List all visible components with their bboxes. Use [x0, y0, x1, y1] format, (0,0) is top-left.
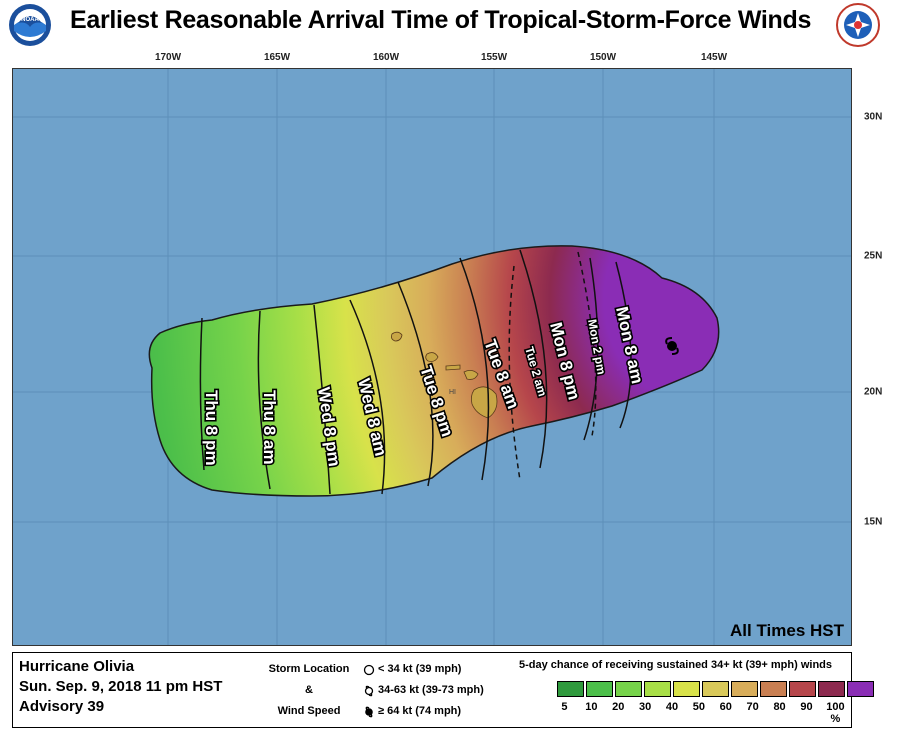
- isochrone-line: [397, 281, 434, 487]
- key-item-weak: < 34 kt (39 mph): [363, 659, 484, 680]
- color-swatch: [731, 681, 758, 697]
- hurricane-icon: [667, 341, 677, 351]
- swath-outline: [148, 245, 720, 497]
- open-circle-icon: [363, 664, 375, 675]
- island-maui: [463, 370, 479, 380]
- tick-label: 40: [665, 701, 679, 713]
- island-label: HI: [449, 389, 456, 396]
- lon-label: 155W: [480, 52, 508, 63]
- storm-symbol: [665, 337, 679, 355]
- color-swatch: [644, 681, 671, 697]
- legend: Hurricane Olivia Sun. Sep. 9, 2018 11 pm…: [12, 652, 874, 728]
- lat-label: 25N: [864, 250, 883, 262]
- key-item-label: 34-63 kt (39-73 mph): [378, 684, 484, 696]
- key-label: Storm Location: [268, 663, 350, 675]
- isochrone-line: [519, 249, 548, 469]
- hurricane-icon: [365, 706, 373, 717]
- storm-name: Hurricane Olivia: [19, 658, 135, 675]
- island-molokai: [445, 364, 461, 371]
- time-zone-note: All Times HST: [730, 621, 845, 640]
- tick-label: 100 %: [826, 701, 845, 725]
- tick-label: 20: [612, 701, 625, 713]
- map-frame-ticks: [12, 68, 852, 646]
- color-swatch: [760, 681, 787, 697]
- isochrone-lines: [199, 249, 632, 495]
- probability-colorbar: [557, 681, 876, 697]
- isochrone-line: [459, 257, 490, 481]
- tick-label: 80: [773, 701, 786, 713]
- arrival-label: Thu 8 am: [260, 390, 279, 465]
- lon-label: 165W: [263, 52, 291, 63]
- isochrone-dashed-lines: [508, 251, 597, 481]
- key-item-label: ≥ 64 kt (74 mph): [378, 705, 462, 717]
- lon-label: 145W: [700, 52, 728, 63]
- tick-label: 90: [800, 701, 813, 713]
- color-swatch: [615, 681, 642, 697]
- storm-key-items: < 34 kt (39 mph) 34-63 kt (39-73 mph) ≥ …: [363, 659, 484, 722]
- isochrone-dashed-line: [577, 251, 597, 437]
- color-swatch: [557, 681, 584, 697]
- key-label: Wind Speed: [277, 705, 341, 717]
- isochrone-line: [615, 261, 632, 429]
- color-swatch: [847, 681, 874, 697]
- color-swatch: [818, 681, 845, 697]
- key-item-hurricane: ≥ 64 kt (74 mph): [363, 701, 484, 722]
- noaa-logo-icon: NOAA: [9, 4, 51, 46]
- page-title: Earliest Reasonable Arrival Time of Trop…: [70, 6, 812, 34]
- arrival-label: Thu 8 pm: [202, 390, 221, 466]
- storm-info: Hurricane Olivia Sun. Sep. 9, 2018 11 pm…: [19, 657, 222, 717]
- key-label: &: [305, 684, 313, 696]
- color-swatch: [673, 681, 700, 697]
- tick-label: 5: [561, 701, 568, 713]
- advisory-number: Advisory 39: [19, 698, 105, 715]
- tick-label: 10: [585, 701, 598, 713]
- isochrone-line: [313, 304, 331, 495]
- tropical-storm-icon: [364, 685, 374, 696]
- tick-label: 60: [719, 701, 732, 713]
- color-swatch: [702, 681, 729, 697]
- key-item-tropical-storm: 34-63 kt (39-73 mph): [363, 680, 484, 701]
- isochrone-line: [583, 257, 599, 441]
- tick-label: 70: [746, 701, 759, 713]
- isochrone-line: [349, 299, 386, 495]
- advisory-date: Sun. Sep. 9, 2018 11 pm HST: [19, 678, 223, 695]
- probability-ticks: 5 10 20 30 40 50 60 70 80 90 100 %: [551, 701, 851, 725]
- noaa-logo-text: NOAA: [21, 17, 39, 23]
- isochrone-line: [199, 317, 205, 471]
- key-item-label: < 34 kt (39 mph): [378, 663, 462, 675]
- nws-logo-icon: [836, 3, 880, 47]
- color-swatch: [789, 681, 816, 697]
- tick-label: 30: [638, 701, 652, 713]
- hawaiian-islands: [391, 331, 498, 419]
- header: NOAA Earliest Reasonable Arrival Time of…: [0, 0, 897, 48]
- lat-label: 30N: [864, 111, 883, 123]
- lon-label: 160W: [372, 52, 400, 63]
- color-swatch: [586, 681, 613, 697]
- lat-label: 20N: [864, 386, 883, 398]
- lat-label: 15N: [864, 516, 883, 528]
- isochrone-line: [257, 310, 271, 490]
- island-kauai: [391, 331, 403, 342]
- lon-label: 150W: [589, 52, 617, 63]
- probability-title: 5-day chance of receiving sustained 34+ …: [519, 659, 832, 671]
- probability-map: HI Thu 8 pm Thu 8 am Wed 8 pm Wed 8 am T…: [12, 68, 852, 646]
- lon-label: 170W: [154, 52, 182, 63]
- tick-label: 50: [692, 701, 706, 713]
- island-oahu: [425, 352, 439, 362]
- storm-key-labels: Storm Location & Wind Speed: [259, 659, 359, 722]
